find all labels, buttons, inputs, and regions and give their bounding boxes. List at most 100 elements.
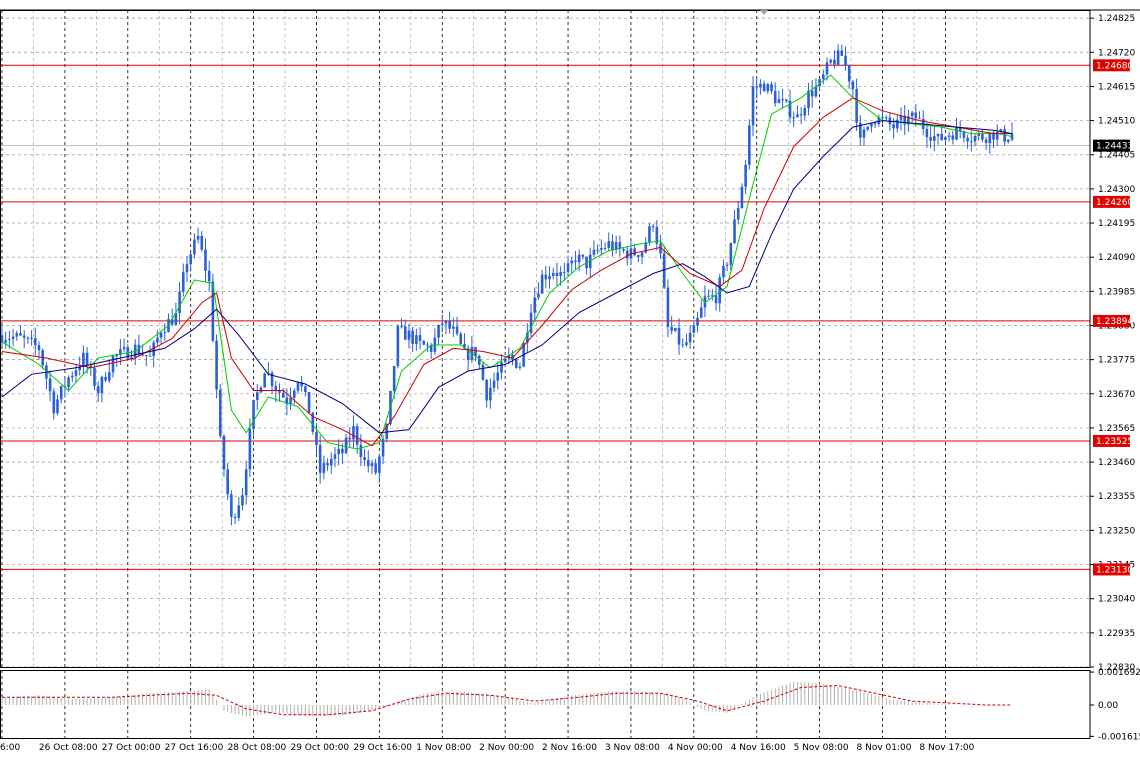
x-tick-label: 2 Nov 00:00 <box>479 743 534 753</box>
price-bar-body <box>625 250 629 259</box>
price-bar-body <box>418 335 422 341</box>
price-bar-body <box>992 132 995 140</box>
price-bar-body <box>315 431 318 446</box>
price-bar-body <box>4 340 7 343</box>
moving-average-line <box>1 120 1013 434</box>
price-bar-body <box>807 90 810 109</box>
price-bar-body <box>189 254 192 265</box>
y-tick-label: 1.23460 <box>1098 458 1135 468</box>
price-bar-body <box>648 226 651 243</box>
price-bar-body <box>359 444 363 458</box>
price-bar-body <box>148 355 152 357</box>
price-bar-body <box>355 426 359 445</box>
osc-y-tick-label: 0.001692 <box>1098 668 1140 678</box>
price-bar-body <box>115 355 118 357</box>
signal-line <box>2 684 1012 716</box>
price-bar-body <box>910 112 914 117</box>
x-tick-label: 8 Nov 17:00 <box>919 743 974 753</box>
price-bar-body <box>892 124 895 129</box>
price-bar-body <box>492 380 496 388</box>
y-tick-label: 1.24825 <box>1098 14 1135 24</box>
price-bar-body <box>881 117 884 119</box>
price-bar-body <box>100 376 104 394</box>
current-price-label: 1.24433 <box>1096 142 1133 152</box>
price-bar-body <box>241 495 244 506</box>
price-bar-body <box>847 65 851 82</box>
price-bar-body <box>766 84 770 92</box>
time-axis[interactable]: 6:00 26 Oct 08:00 27 Oct 00:00 27 Oct 16:00… <box>0 743 975 753</box>
price-bar-body <box>651 226 655 228</box>
price-bar-body <box>85 352 89 366</box>
level-label-box <box>1093 314 1130 327</box>
price-bar-body <box>570 260 574 264</box>
price-bar-body <box>581 254 585 257</box>
oscillator-grid <box>1 670 946 738</box>
price-bar-body <box>788 100 792 118</box>
price-bar-body <box>870 123 873 127</box>
price-bar-body <box>8 339 11 341</box>
price-bar-body <box>56 399 59 414</box>
price-bar-body <box>466 348 470 360</box>
price-bar-body <box>574 260 577 263</box>
price-bar-body <box>940 133 944 140</box>
price-bar-body <box>973 135 977 142</box>
price-bar-body <box>818 79 821 87</box>
price-bar-body <box>270 372 274 387</box>
price-bar-body <box>263 373 266 388</box>
y-tick-label: 1.23355 <box>1098 492 1135 502</box>
price-bar-body <box>215 340 218 390</box>
price-bar-body <box>925 128 929 138</box>
price-bar-body <box>958 127 962 132</box>
price-bar-body <box>385 424 389 439</box>
price-bar-body <box>918 118 921 120</box>
price-bar-body <box>248 428 252 470</box>
price-bar-body <box>555 272 559 276</box>
price-bar-body <box>785 99 788 101</box>
price-bar-body <box>93 367 96 387</box>
level-label: 1.23525 <box>1096 437 1133 447</box>
price-bar-body <box>851 81 855 90</box>
price-bar-body <box>185 264 189 273</box>
price-bar-body <box>559 271 562 276</box>
price-bar-body <box>503 359 507 363</box>
price-bar-body <box>237 505 241 518</box>
price-bar-body <box>744 164 747 187</box>
price-bar-body <box>52 391 56 414</box>
price-bar-body <box>896 119 899 129</box>
x-tick-label: 1 Nov 08:00 <box>416 743 471 753</box>
level-label: 1.23130 <box>1096 565 1133 575</box>
price-bar-body <box>26 337 30 339</box>
y-tick-label: 1.24195 <box>1098 219 1135 229</box>
price-bar-body <box>396 326 400 367</box>
price-bar-body <box>274 386 278 392</box>
price-bar-body <box>440 323 444 325</box>
price-bar-body <box>866 126 870 130</box>
x-tick-label: 29 Oct 16:00 <box>353 743 412 753</box>
price-bar-body <box>551 272 555 277</box>
price-bar-body <box>144 354 148 356</box>
price-bar-body <box>170 319 174 325</box>
price-bar-body <box>981 133 984 140</box>
osc-y-tick-label: 0.00 <box>1098 701 1118 711</box>
price-bar-body <box>725 264 729 266</box>
price-bar-body <box>903 115 907 125</box>
y-tick-label: 1.22830 <box>1098 663 1135 673</box>
price-bar-body <box>662 253 666 288</box>
price-bar-body <box>196 235 200 240</box>
level-label-box <box>1093 195 1130 208</box>
price-bar-body <box>78 366 81 371</box>
price-bar-body <box>622 249 625 251</box>
price-bar-body <box>370 463 374 467</box>
price-bar-body <box>485 379 488 401</box>
price-bar-body <box>448 321 451 329</box>
x-tick-label: 29 Oct 00:00 <box>290 743 349 753</box>
price-axis[interactable]: 1.24825 1.24720 1.24615 1.24510 1.24405 1.243… <box>1090 14 1135 673</box>
x-tick-label: 3 Nov 08:00 <box>605 743 660 753</box>
price-bar-body <box>633 248 636 256</box>
x-tick-label: 27 Oct 00:00 <box>102 743 161 753</box>
price-bar-body <box>533 297 537 313</box>
price-bar-body <box>496 372 500 381</box>
price-bar-body <box>311 412 315 432</box>
